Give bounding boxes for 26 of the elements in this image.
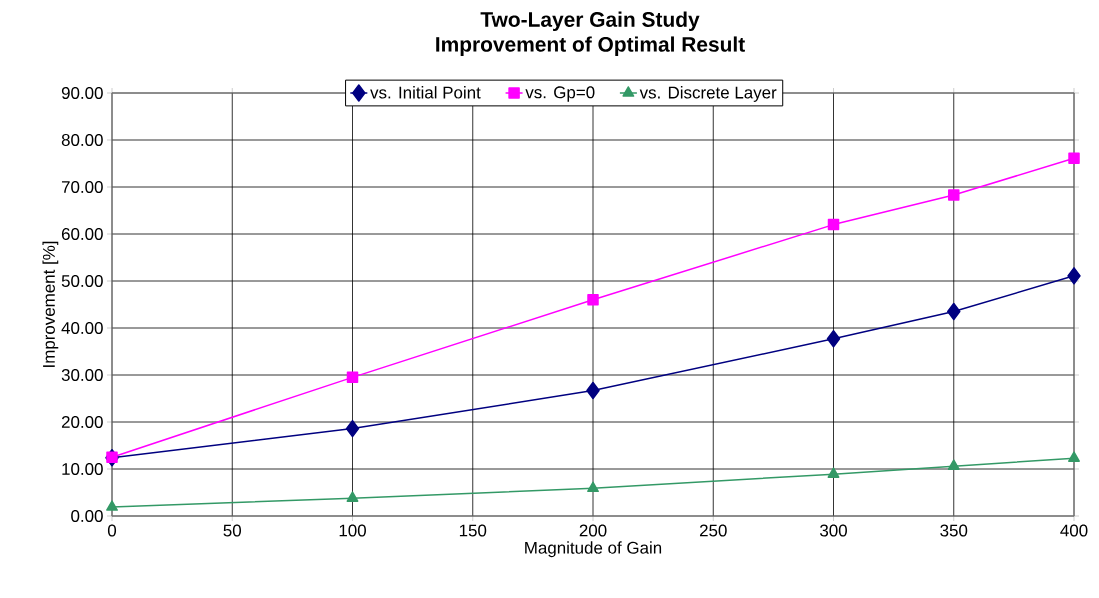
x-tick-label: 350 (940, 524, 968, 537)
x-tick-label: 50 (223, 524, 242, 537)
x-axis-title: Magnitude of Gain (525, 541, 662, 558)
x-tick-label: 300 (820, 524, 847, 537)
y-tick-label: 40.00 (61, 322, 103, 334)
chart-title: Two-Layer Gain Study (480, 11, 700, 32)
y-tick-label: 20.00 (61, 416, 103, 428)
x-tick-label: 250 (699, 524, 727, 537)
y-tick-label: 70.00 (61, 181, 103, 193)
y-tick-label: 60.00 (61, 228, 103, 240)
y-tick-label: 50.00 (61, 275, 103, 287)
x-tick-label: 150 (459, 524, 487, 537)
x-tick-label: 0 (107, 524, 117, 537)
y-tick-label: 80.00 (61, 134, 103, 146)
legend-label: vs. Gp=0 (525, 86, 595, 102)
y-axis-title: Improvement [%] (42, 241, 59, 367)
chart-subtitle: Improvement of Optimal Result (436, 36, 745, 56)
y-tick-label: 0.00 (71, 510, 103, 522)
legend-label: vs. Initial Point (370, 86, 481, 99)
legend-label: vs. Discrete Layer (639, 86, 777, 102)
y-tick-label: 10.00 (62, 463, 103, 475)
y-tick-label: 90.00 (61, 87, 103, 99)
x-tick-label: 200 (579, 524, 607, 537)
x-tick-label: 400 (1060, 524, 1088, 537)
x-tick-label: 100 (339, 524, 366, 537)
y-tick-label: 30.00 (61, 369, 103, 381)
